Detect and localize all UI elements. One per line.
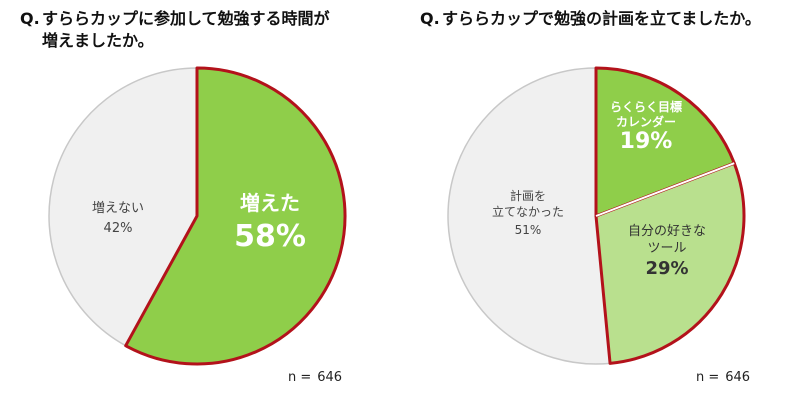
slice-label-0: 増えた 58% [234, 191, 306, 254]
slice-name: 計画を立てなかった [492, 188, 564, 219]
title-line1: すららカップで勉強の計画を立てましたか。 [442, 9, 761, 28]
slice-value: 58% [234, 219, 306, 254]
pie-chart-left: 増えた 58% 増えない 42% [48, 66, 347, 366]
title-line2: 増えましたか。 [42, 31, 154, 50]
chart-title-left: Q. すららカップに参加して勉強する時間が 増えましたか。 [20, 8, 360, 52]
slice-value: 51% [515, 223, 542, 237]
pie-slice-2 [447, 67, 611, 365]
pie-slice-1 [594, 161, 746, 365]
slice-label-2: 計画を立てなかった 51% [492, 188, 564, 237]
slice-value: 19% [620, 129, 673, 154]
slices-highlight [594, 66, 746, 365]
chart-left: Q. すららカップに参加して勉強する時間が 増えましたか。 増えた 58% 増えない 4… [20, 8, 360, 385]
slices-base [48, 67, 198, 347]
n-prefix: n = [288, 370, 312, 385]
slice-name: らくらく目標カレンダー [610, 99, 682, 129]
slice-name: 増えない [92, 201, 144, 216]
pie-slice-0 [594, 66, 736, 218]
title-q: Q. [420, 9, 440, 28]
title-line1: すららカップに参加して勉強する時間が [42, 9, 330, 28]
chart-right: Q. すららカップで勉強の計画を立てましたか。 らくらく目標カレンダー 19% 自分の… [400, 0, 800, 407]
n-prefix: n = [696, 370, 720, 385]
slice-value: 29% [645, 258, 688, 279]
sample-size-left: n = 646 [288, 370, 342, 385]
pie-slice-1 [48, 67, 198, 347]
sample-size-right: n = 646 [696, 370, 750, 385]
n-value: 646 [725, 370, 751, 385]
slices-highlight [124, 66, 347, 366]
slice-label-1: 増えない 42% [92, 201, 144, 236]
title-q: Q. [20, 9, 40, 28]
slice-name: 増えた [240, 191, 300, 215]
chart-title-right: Q. すららカップで勉強の計画を立てましたか。 [420, 8, 790, 30]
slice-value: 42% [104, 221, 133, 236]
slice-name: 自分の好きなツール [628, 224, 706, 256]
pie-slice-0 [124, 66, 347, 366]
n-value: 646 [317, 370, 343, 385]
slices-base [447, 67, 611, 365]
slice-divider [595, 162, 735, 217]
